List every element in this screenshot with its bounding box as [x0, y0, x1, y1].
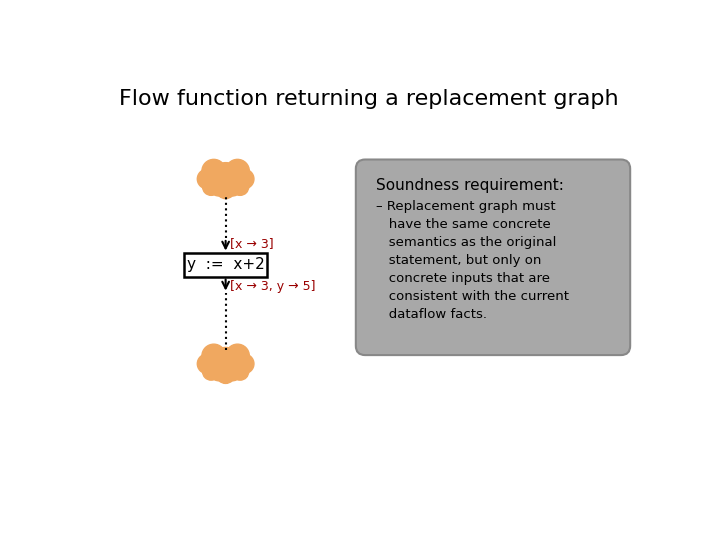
Text: [x → 3, y → 5]: [x → 3, y → 5]	[230, 280, 315, 293]
Text: – Replacement graph must
   have the same concrete
   semantics as the original
: – Replacement graph must have the same c…	[376, 200, 569, 321]
Circle shape	[211, 163, 240, 191]
Circle shape	[234, 169, 254, 189]
Circle shape	[217, 365, 235, 383]
Circle shape	[232, 178, 248, 195]
Circle shape	[202, 159, 225, 183]
Text: Soundness requirement:: Soundness requirement:	[376, 178, 564, 193]
Circle shape	[211, 347, 240, 376]
Circle shape	[197, 169, 217, 189]
Circle shape	[202, 178, 220, 195]
Circle shape	[232, 363, 248, 380]
Circle shape	[225, 159, 249, 183]
Circle shape	[202, 344, 225, 368]
Circle shape	[234, 354, 254, 374]
Circle shape	[209, 175, 230, 196]
Text: [x → 3]: [x → 3]	[230, 238, 273, 251]
FancyBboxPatch shape	[184, 253, 267, 278]
Circle shape	[222, 360, 243, 381]
Circle shape	[197, 354, 217, 374]
Text: Flow function returning a replacement graph: Flow function returning a replacement gr…	[120, 90, 618, 110]
Text: y  :=  x+2: y := x+2	[186, 258, 264, 273]
Circle shape	[217, 180, 235, 199]
Circle shape	[222, 175, 243, 196]
Circle shape	[209, 360, 230, 381]
Circle shape	[202, 363, 220, 380]
Circle shape	[225, 344, 249, 368]
FancyBboxPatch shape	[356, 159, 630, 355]
